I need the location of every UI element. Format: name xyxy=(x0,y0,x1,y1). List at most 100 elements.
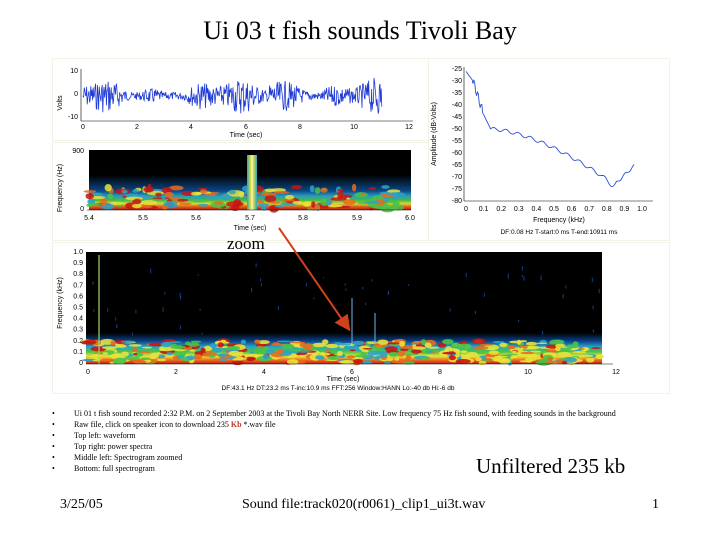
list-item: • Bottom: full spectrogram xyxy=(52,463,652,474)
full-xtick: 4 xyxy=(262,369,266,376)
waveform-xlabel: Time (sec) xyxy=(230,132,263,139)
power-xtick: 0.4 xyxy=(532,206,542,213)
waveform-ytick: 0 xyxy=(74,91,78,98)
full-ytick: 1.0 xyxy=(73,249,83,256)
note-text: Bottom: full spectrogram xyxy=(74,464,155,473)
power-xtick: 0.6 xyxy=(567,206,577,213)
unfiltered-label: Unfiltered 235 kb xyxy=(476,454,626,478)
power-xtick: 0.1 xyxy=(479,206,489,213)
bullet: • xyxy=(52,431,55,440)
power-ytick: -60 xyxy=(452,150,462,157)
zoom-xtick: 5.7 xyxy=(245,215,255,222)
waveform-xtick: 0 xyxy=(81,124,85,131)
power-ytick: -40 xyxy=(452,102,462,109)
note-text-pre: Raw file, click on speaker icon to downl… xyxy=(74,420,231,429)
waveform-ytick: -10 xyxy=(68,114,78,121)
note-text: Top left: waveform xyxy=(74,431,136,440)
power-ytick: -75 xyxy=(452,186,462,193)
full-info: DF:43.1 Hz DT:23.2 ms T-inc:10.9 ms FFT:… xyxy=(222,385,455,392)
full-ytick: 0 xyxy=(79,360,83,367)
list-item: • Top left: waveform xyxy=(52,430,652,441)
power-ytick: -70 xyxy=(452,174,462,181)
full-ytick: 0.3 xyxy=(73,327,83,334)
full-ytick: 0.5 xyxy=(73,305,83,312)
zoom-label: zoom xyxy=(227,234,265,253)
power-xtick: 0 xyxy=(464,206,468,213)
list-item: • Top right: power spectra xyxy=(52,441,652,452)
full-ytick: 0.2 xyxy=(73,338,83,345)
power-ytick: -65 xyxy=(452,162,462,169)
full-xtick: 8 xyxy=(438,369,442,376)
power-ytick: -55 xyxy=(452,138,462,145)
zoom-xtick: 5.6 xyxy=(191,215,201,222)
power-ylabel: Amplitude (dB-Volts) xyxy=(431,102,438,166)
list-item[interactable]: • Raw file, click on speaker icon to dow… xyxy=(52,419,652,430)
full-spectrogram-panel: Frequency (kHz) 1.0 0.9 0.8 0.7 0.6 0.5 0.4 0.3… xyxy=(52,242,670,394)
zoom-xtick: 6.0 xyxy=(405,215,415,222)
waveform-trace xyxy=(82,77,383,114)
full-xtick: 10 xyxy=(524,369,532,376)
zoom-spectrogram-panel: Frequency (Hz) 900 0 5.4 5.5 5.6 5.7 5.8… xyxy=(52,142,429,241)
bullet: • xyxy=(52,442,55,451)
power-ytick: -25 xyxy=(452,66,462,73)
note-text: Top right: power spectra xyxy=(74,442,153,451)
full-ytick: 0.9 xyxy=(73,260,83,267)
footer-date: 3/25/05 xyxy=(60,497,103,512)
zoom-xtick: 5.5 xyxy=(138,215,148,222)
kb-link[interactable]: Kb xyxy=(230,420,242,429)
note-text: Middle left: Spectrogram zoomed xyxy=(74,453,183,462)
bullet: • xyxy=(52,453,55,462)
full-xlabel: Time (sec) xyxy=(327,376,360,383)
power-xtick: 0.9 xyxy=(620,206,630,213)
footer-sound-file[interactable]: Sound file:track020(r0061)_clip1_ui3t.wa… xyxy=(242,497,486,512)
full-ytick: 0.8 xyxy=(73,271,83,278)
full-ylabel: Frequency (kHz) xyxy=(57,277,64,329)
waveform-xtick: 2 xyxy=(135,124,139,131)
waveform-xtick: 8 xyxy=(298,124,302,131)
power-spectrum-plot: Amplitude (dB-Volts) -25 -30 -35 -40 -45 -50 -… xyxy=(431,66,653,236)
power-ytick: -80 xyxy=(452,198,462,205)
waveform-xtick: 4 xyxy=(189,124,193,131)
waveform-ylabel: Volts xyxy=(57,95,64,111)
zoom-ylabel: Frequency (Hz) xyxy=(57,164,64,212)
waveform-xtick: 6 xyxy=(244,124,248,131)
power-xtick: 0.3 xyxy=(514,206,524,213)
full-spectrogram-plot: Frequency (kHz) 1.0 0.9 0.8 0.7 0.6 0.5 0.4 0.3… xyxy=(57,249,620,392)
full-ytick: 0.1 xyxy=(73,349,83,356)
full-ytick: 0.4 xyxy=(73,316,83,323)
power-xlabel: Frequency (kHz) xyxy=(533,217,585,224)
power-ytick: -45 xyxy=(452,114,462,121)
page-number: 1 xyxy=(652,497,659,512)
note-text-post: *.wav file xyxy=(241,420,276,429)
note-text[interactable]: Raw file, click on speaker icon to downl… xyxy=(74,419,652,430)
waveform-xtick: 10 xyxy=(350,124,358,131)
zoom-ytick: 0 xyxy=(80,206,84,213)
power-spectrum-panel: Amplitude (dB-Volts) -25 -30 -35 -40 -45 -50 -… xyxy=(428,58,670,241)
zoom-spectrogram-plot: Frequency (Hz) 900 0 5.4 5.5 5.6 5.7 5.8… xyxy=(57,148,415,232)
zoom-xtick: 5.4 xyxy=(84,215,94,222)
bullet: • xyxy=(52,420,55,429)
power-info: DF:0.08 Hz T-start:0 ms T-end:10911 ms xyxy=(500,229,618,236)
full-ytick: 0.6 xyxy=(73,293,83,300)
zoom-xtick: 5.9 xyxy=(352,215,362,222)
waveform-panel: Volts 10 0 -10 0 2 4 6 8 10 12 Time (sec… xyxy=(52,58,429,141)
power-xtick: 0.5 xyxy=(549,206,559,213)
waveform-xtick: 12 xyxy=(405,124,413,131)
zoom-xtick: 5.8 xyxy=(298,215,308,222)
zoom-ytick: 900 xyxy=(72,148,84,155)
bullet: • xyxy=(52,409,55,418)
waveform-xticks: 0 2 4 6 8 10 12 xyxy=(81,124,413,131)
power-xtick: 0.2 xyxy=(496,206,506,213)
full-ytick: 0.7 xyxy=(73,282,83,289)
full-xtick: 12 xyxy=(612,369,620,376)
power-ytick: -30 xyxy=(452,78,462,85)
waveform-plot: Volts 10 0 -10 0 2 4 6 8 10 12 Time (sec… xyxy=(57,68,413,139)
list-item: • Middle left: Spectrogram zoomed xyxy=(52,452,652,463)
power-spectrum-trace xyxy=(465,71,635,188)
zoom-xlabel: Time (sec) xyxy=(234,225,267,232)
power-xtick: 0.7 xyxy=(584,206,594,213)
bullet: • xyxy=(52,464,55,473)
waveform-ytick: 10 xyxy=(70,68,78,75)
slide-title: Ui 03 t fish sounds Tivoli Bay xyxy=(203,16,517,45)
list-item: • Ui 01 t fish sound recorded 2:32 P.M. … xyxy=(52,408,652,419)
